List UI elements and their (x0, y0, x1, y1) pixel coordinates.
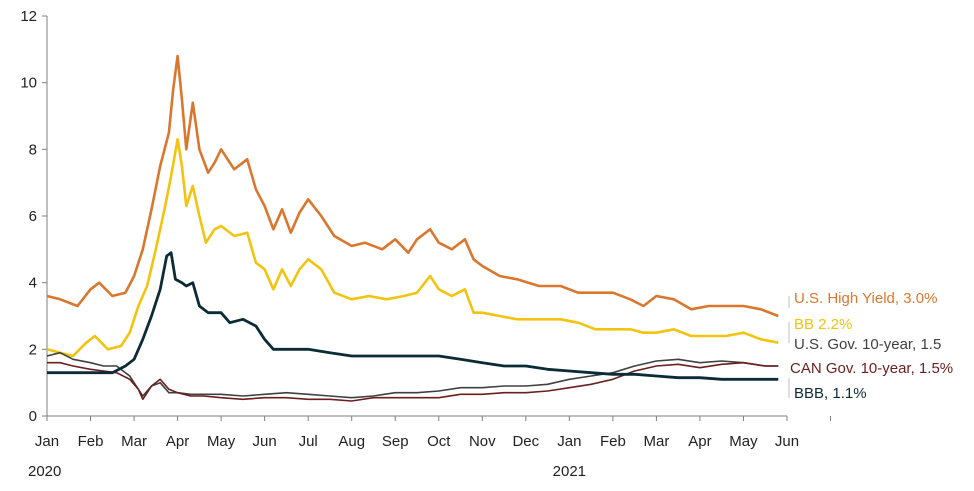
y-tick-label: 6 (29, 208, 37, 225)
series-labels: U.S. High Yield, 3.0% BB 2.2% U.S. Gov. 10… (788, 290, 953, 402)
x-tick-label: Feb (600, 433, 626, 450)
x-tick-label: Sep (382, 433, 409, 450)
series-line-us-gov-10-year (46, 351, 779, 399)
series-label-bb: BB 2.2% (794, 316, 852, 333)
x-tick-label: Mar (643, 433, 669, 450)
x-tick-label: May (207, 433, 236, 450)
y-tick-label: 4 (29, 275, 37, 292)
x-tick-label: Oct (427, 433, 451, 450)
series-label-us-high-yield: U.S. High Yield, 3.0% (794, 290, 937, 307)
x-tick-label: Jun (775, 433, 799, 450)
x-tick-label: Apr (166, 433, 189, 450)
y-tick-label: 8 (29, 141, 37, 158)
series-lines (46, 54, 779, 402)
series-label-can-gov-10-year: CAN Gov. 10-year, 1.5% (790, 360, 953, 377)
series-line-us-high-yield (46, 54, 779, 318)
x-tick-label: Apr (688, 433, 711, 450)
year-label: 2021 (553, 463, 586, 480)
y-axis-ticks: 0 2 4 6 8 10 12 (20, 8, 47, 425)
y-tick-label: 10 (20, 75, 37, 92)
x-tick-label: Nov (469, 433, 496, 450)
series-line-bbb (47, 251, 779, 381)
x-tick-label: May (729, 433, 758, 450)
x-tick-label: Jul (299, 433, 318, 450)
x-tick-label: Dec (512, 433, 539, 450)
x-axis-ticks: Jan Feb Mar Apr May Jun Jul Aug Sep Oct Nov Dec Jan F… (35, 416, 832, 450)
y-tick-label: 2 (29, 341, 37, 358)
series-line-can-gov-10-year (47, 361, 779, 402)
x-tick-label: Jan (35, 433, 59, 450)
series-label-bbb: BBB, 1.1% (794, 385, 867, 402)
x-tick-label: Jun (253, 433, 277, 450)
x-tick-label: Jan (557, 433, 581, 450)
year-label: 2020 (28, 463, 61, 480)
x-tick-label: Feb (78, 433, 104, 450)
y-tick-label: 12 (20, 8, 37, 25)
x-tick-label: Aug (338, 433, 365, 450)
series-label-us-gov-10-year: U.S. Gov. 10-year, 1.5 (794, 336, 941, 353)
year-labels: 2020 2021 (28, 463, 586, 480)
x-tick-label: Mar (121, 433, 147, 450)
series-line-bb (46, 138, 779, 358)
y-tick-label: 0 (29, 408, 37, 425)
